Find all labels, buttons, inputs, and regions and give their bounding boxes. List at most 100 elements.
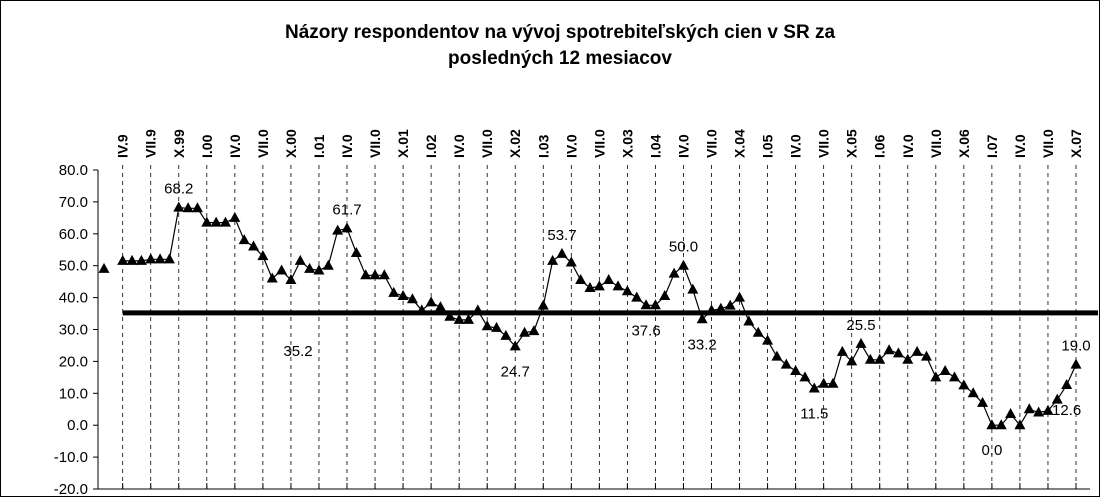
marker [593, 280, 605, 291]
x-tick-label: VII.0 [816, 129, 832, 158]
marker [883, 344, 895, 355]
x-tick-label: I.07 [984, 134, 1000, 158]
marker [322, 259, 334, 270]
marker [257, 250, 269, 261]
marker [182, 202, 194, 213]
data-label: 33.2 [688, 336, 717, 353]
marker [191, 202, 203, 213]
marker [453, 313, 465, 324]
marker [575, 274, 587, 285]
x-tick-label: X.04 [732, 129, 748, 158]
x-tick-label: I.05 [760, 134, 776, 158]
x-tick-label: IV.0 [1012, 134, 1028, 158]
data-label: 61.7 [332, 201, 361, 218]
marker [995, 419, 1007, 430]
marker [434, 301, 446, 312]
marker [537, 299, 549, 310]
marker [846, 355, 858, 366]
x-tick-label: X.05 [844, 129, 860, 158]
marker [1042, 404, 1054, 415]
y-tick-label: 80.0 [59, 162, 88, 179]
marker [266, 272, 278, 283]
marker [173, 201, 185, 212]
marker [743, 315, 755, 326]
y-tick-label: 40.0 [59, 290, 88, 307]
marker [397, 290, 409, 301]
chart-title: posledných 12 mesiacov [448, 48, 672, 69]
marker [135, 254, 147, 265]
marker [313, 264, 325, 275]
marker [780, 358, 792, 369]
y-tick-label: 70.0 [59, 194, 88, 211]
marker [126, 254, 138, 265]
marker [294, 254, 306, 265]
x-tick-label: IV.0 [451, 134, 467, 158]
marker [967, 387, 979, 398]
marker [949, 371, 960, 382]
marker [1051, 393, 1063, 404]
x-tick-label: I.02 [423, 134, 439, 158]
marker [519, 326, 531, 337]
chart-title: Názory respondentov na vývoj spotrebiteľ… [285, 22, 835, 43]
marker [341, 222, 353, 233]
x-tick-label: X.00 [283, 129, 299, 158]
x-tick-label: VII.0 [704, 129, 720, 158]
marker [547, 254, 559, 265]
marker [762, 334, 774, 345]
marker [902, 353, 914, 364]
marker [1070, 358, 1082, 369]
marker [930, 371, 942, 382]
marker [1005, 408, 1017, 419]
marker [472, 304, 484, 315]
marker [659, 290, 671, 301]
data-label: 12.6 [1052, 402, 1081, 419]
x-tick-label: IV.0 [788, 134, 804, 158]
x-tick-label: I.03 [535, 134, 551, 158]
y-tick-label: 0.0 [67, 417, 88, 434]
marker [724, 299, 736, 310]
marker [463, 313, 474, 324]
marker [201, 216, 213, 227]
marker [715, 302, 727, 313]
y-tick-label: 50.0 [59, 258, 88, 275]
x-tick-label: VII.0 [479, 129, 495, 158]
data-label: 53.7 [547, 227, 576, 244]
marker [836, 345, 848, 356]
marker [229, 211, 241, 222]
marker [818, 377, 830, 388]
marker [1023, 403, 1035, 414]
marker [98, 262, 110, 273]
marker [416, 304, 428, 315]
marker [378, 269, 390, 280]
marker [827, 377, 839, 388]
marker [117, 254, 129, 265]
x-tick-label: IV.0 [900, 134, 916, 158]
marker [958, 379, 970, 390]
marker [388, 286, 400, 297]
marker [425, 296, 437, 307]
marker [248, 240, 260, 251]
marker [771, 350, 783, 361]
marker [939, 364, 951, 375]
marker [808, 382, 820, 393]
data-label: 68.2 [164, 181, 193, 198]
x-tick-label: X.06 [956, 129, 972, 158]
marker [911, 345, 923, 356]
marker [892, 347, 904, 358]
marker [621, 285, 633, 296]
marker [406, 293, 418, 304]
marker [1014, 419, 1026, 430]
data-label: 37.6 [631, 322, 660, 339]
x-tick-label: IV.0 [563, 134, 579, 158]
marker [790, 364, 802, 375]
marker [304, 262, 316, 273]
marker [649, 299, 661, 310]
x-tick-label: IV.0 [227, 134, 243, 158]
marker [1033, 406, 1045, 417]
marker [584, 282, 596, 293]
marker [154, 253, 166, 264]
marker [285, 274, 297, 285]
x-tick-label: X.03 [619, 129, 635, 158]
